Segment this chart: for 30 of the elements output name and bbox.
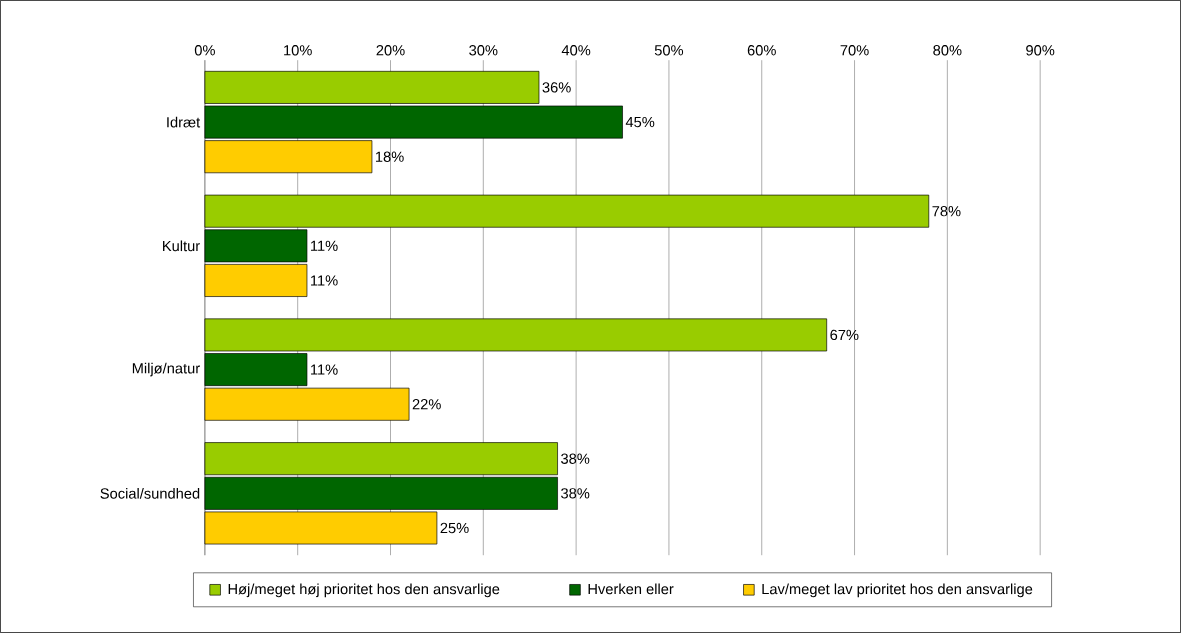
data-label: 18% xyxy=(375,151,404,162)
x-tick-label: 40% xyxy=(561,45,591,56)
data-label: 67% xyxy=(830,329,859,341)
x-tick-label: 80% xyxy=(933,45,962,56)
y-tick-label: Kultur xyxy=(163,240,200,252)
x-tick-label: 20% xyxy=(376,45,405,56)
x-tick-label: 30% xyxy=(469,45,498,56)
x-tick-label: 0% xyxy=(194,45,215,56)
data-label: 45% xyxy=(625,116,655,128)
x-tick-label: 70% xyxy=(840,45,869,56)
y-tick-label: Social/sundhed xyxy=(100,487,200,499)
data-label: 36% xyxy=(542,82,571,93)
data-label: 11% xyxy=(311,364,338,375)
data-label: 38% xyxy=(561,453,590,464)
legend-label: Lav/meget lav prioritet hos den ansvarlige xyxy=(762,583,1033,598)
y-tick-label: Idræt xyxy=(167,116,201,128)
data-label: 11% xyxy=(311,275,338,286)
x-tick-label: 50% xyxy=(654,45,684,56)
data-label: 38% xyxy=(561,488,590,499)
data-label: 11% xyxy=(311,240,338,251)
x-tick-label: 10% xyxy=(284,45,312,56)
y-tick-label: Miljø/natur xyxy=(132,362,200,377)
bar xyxy=(204,442,558,476)
data-label: 22% xyxy=(412,399,441,410)
legend-label: Hverken eller xyxy=(588,583,674,595)
legend-label: Høj/meget høj prioritet hos den ansvarlige xyxy=(228,583,500,598)
x-tick-label: 60% xyxy=(747,45,776,56)
data-label: 25% xyxy=(440,522,469,534)
x-tick-label: 90% xyxy=(1026,45,1055,56)
data-label: 78% xyxy=(932,205,961,217)
